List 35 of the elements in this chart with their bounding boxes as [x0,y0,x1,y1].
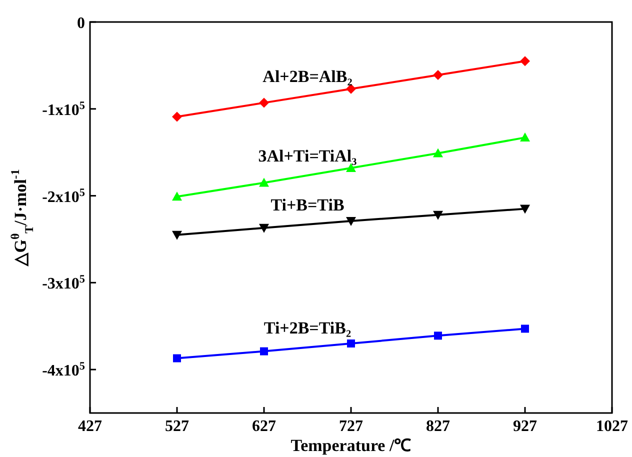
x-tick-label: 827 [426,418,450,435]
point [433,148,443,158]
series-label: Al+2B=AlB₂ [262,66,352,86]
y-tick-label: -3x10$^{5}$ [42,274,86,293]
point [259,178,269,187]
x-axis-title: Temperature /℃ [290,436,412,455]
point [520,56,530,66]
y-tick-label: -4x10$^{5}$ [42,360,86,380]
point [172,230,182,240]
point [521,324,529,333]
point [434,332,442,340]
x-tick-label: 927 [513,418,537,435]
point [346,216,356,226]
point [347,339,355,348]
point [520,204,530,214]
point [259,224,269,233]
point [433,70,443,80]
series-label: Ti+2B=TiB₂ [264,318,352,338]
point [433,210,443,220]
x-tick-label: 527 [165,418,189,435]
x-tick-label: 427 [78,418,102,435]
y-tick-label: -2x10$^{5}$ [42,186,86,206]
point [172,192,182,201]
point [172,112,182,122]
series-label: Ti+B=TiB [270,195,344,214]
point [520,132,530,142]
y-tick-label: 0 [77,15,85,32]
point [259,98,269,108]
series-label: 3Al+Ti=TiAl₃ [258,146,357,166]
x-tick-label: 627 [252,418,276,435]
y-tick-label: -1x10$^{5}$ [42,100,86,119]
point [173,354,181,362]
x-tick-label: 1027 [596,418,628,435]
point [260,347,268,356]
x-tick-label: 727 [339,418,363,435]
